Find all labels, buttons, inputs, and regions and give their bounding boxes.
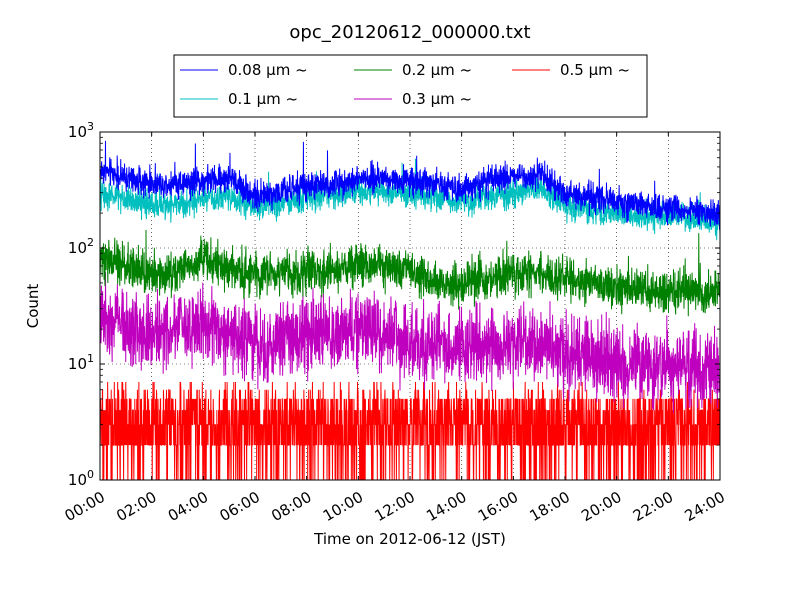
legend-item: 0.5 μm ~ <box>512 61 630 79</box>
series-line <box>99 140 721 230</box>
y-tick-label: 101 <box>68 352 94 373</box>
chart-title: opc_20120612_000000.txt <box>289 22 530 43</box>
y-tick-label: 102 <box>68 236 94 257</box>
plot-area: 00:00 02:00 04:00 06:00 08:00 10:00 12:00 14:00… <box>62 120 728 525</box>
y-tick-label: 100 <box>68 468 94 489</box>
series-line <box>99 229 721 317</box>
y-axis-label: Count <box>24 284 42 329</box>
legend-label: 0.3 μm ~ <box>402 90 472 108</box>
legend-label: 0.5 μm ~ <box>560 61 630 79</box>
legend-label: 0.08 μm ~ <box>228 61 308 79</box>
legend-item: 0.2 μm ~ <box>354 61 472 79</box>
legend-item: 0.1 μm ~ <box>180 90 298 108</box>
y-tick-label: 103 <box>68 120 94 141</box>
y-axis: 100 101 102 103 <box>68 120 720 489</box>
legend-item: 0.3 μm ~ <box>354 90 472 108</box>
series-line <box>99 272 721 413</box>
legend: 0.08 μm ~ 0.1 μm ~ 0.2 μm ~ 0.3 μm ~ 0.5 μm … <box>173 54 648 118</box>
legend-item: 0.08 μm ~ <box>180 61 308 79</box>
legend-label: 0.1 μm ~ <box>228 90 298 108</box>
legend-label: 0.2 μm ~ <box>402 61 472 79</box>
legend-box <box>173 54 648 118</box>
series-layer <box>99 140 721 481</box>
x-axis-label: Time on 2012-06-12 (JST) <box>313 530 506 548</box>
